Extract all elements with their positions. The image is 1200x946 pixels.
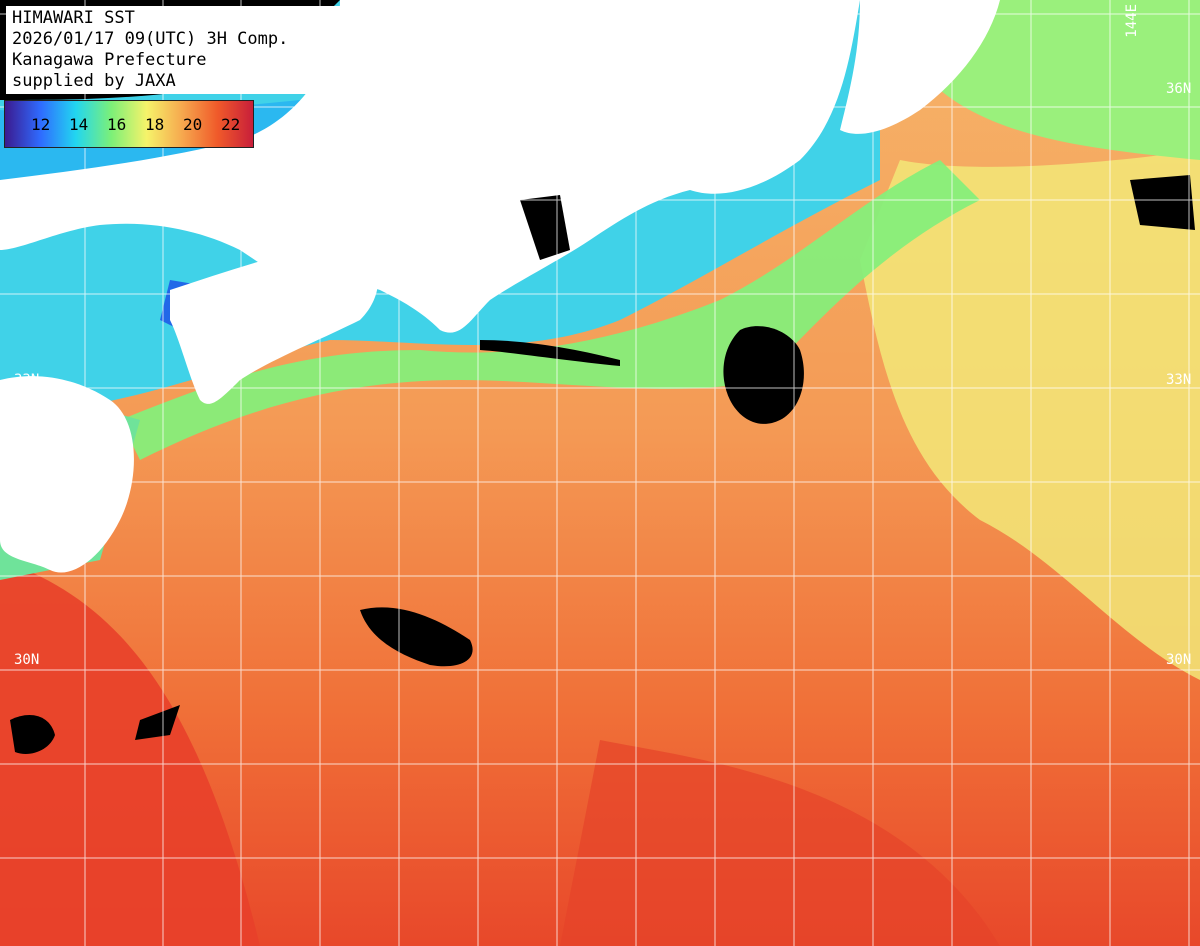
nodata-island-2	[10, 715, 55, 755]
legend-label-14: 14	[69, 115, 89, 134]
info-box: HIMAWARI SST 2026/01/17 09(UTC) 3H Comp.…	[6, 6, 350, 94]
lat-label-30n-west: 30N	[14, 652, 40, 668]
land-shikoku	[170, 240, 379, 404]
mild-zone-east	[860, 150, 1200, 680]
legend-label-12: 12	[31, 115, 51, 134]
legend-label-16: 16	[107, 115, 127, 134]
info-credit: supplied by JAXA	[12, 71, 176, 91]
lat-label-30n-east: 30N	[1166, 652, 1192, 668]
legend-label-18: 18	[145, 115, 165, 134]
color-legend: 12 14 16 18 20 22	[4, 100, 254, 148]
nodata-coast	[480, 340, 620, 366]
cool-band-coast	[120, 160, 980, 460]
info-region: Kanagawa Prefecture	[12, 50, 207, 70]
hot-zone-sw	[0, 560, 260, 946]
hot-zone-s	[560, 740, 1000, 946]
land-kyushu	[0, 376, 134, 573]
lat-label-36n-east: 36N	[1166, 81, 1192, 97]
land-honshu	[0, 0, 860, 333]
cool-zone-ne	[940, 0, 1200, 160]
info-title: HIMAWARI SST	[12, 8, 135, 28]
nodata-island-3	[135, 705, 180, 740]
legend-label-20: 20	[183, 115, 203, 134]
lon-label-144e: 144E	[1124, 4, 1140, 38]
lon-label-136e: 136E	[482, 4, 498, 38]
nodata-island-1	[360, 607, 473, 667]
info-datetime: 2026/01/17 09(UTC) 3H Comp.	[12, 29, 289, 49]
lat-label-33n-west: 33N	[14, 372, 40, 388]
land-kanto	[840, 0, 1000, 134]
legend-label-22: 22	[221, 115, 241, 134]
land-izu	[723, 326, 804, 424]
nodata-east	[1130, 175, 1195, 230]
lat-label-33n-east: 33N	[1166, 372, 1192, 388]
